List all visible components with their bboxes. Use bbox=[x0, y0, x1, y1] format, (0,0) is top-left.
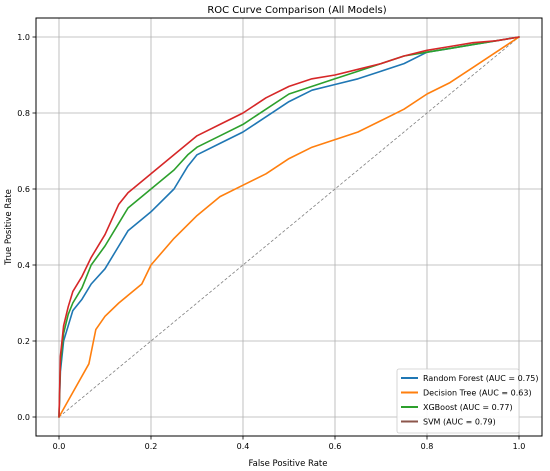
legend-box bbox=[396, 368, 520, 434]
x-axis-label: False Positive Rate bbox=[249, 459, 328, 469]
plot-area-frame bbox=[35, 17, 543, 437]
x-tick-label: 0.2 bbox=[145, 442, 158, 451]
legend: Random Forest (AUC = 0.75) Decision Tree … bbox=[396, 368, 539, 434]
y-tick-label: 1.0 bbox=[17, 33, 30, 42]
legend-label-random-forest: Random Forest (AUC = 0.75) bbox=[423, 374, 539, 383]
x-tick-label: 0.8 bbox=[421, 442, 434, 451]
series-line-decision-tree bbox=[58, 36, 520, 418]
chance-reference-line bbox=[58, 36, 520, 418]
y-axis-label: True Positive Rate bbox=[4, 189, 14, 266]
y-tick-label: 0.6 bbox=[17, 185, 30, 194]
series-layer bbox=[58, 36, 520, 418]
x-tick-label: 0.4 bbox=[237, 442, 250, 451]
x-tick-label: 0.6 bbox=[329, 442, 342, 451]
series-line-random-forest bbox=[58, 36, 520, 418]
legend-label-decision-tree: Decision Tree (AUC = 0.63) bbox=[423, 389, 532, 398]
series-line-svm bbox=[58, 36, 520, 418]
legend-label-svm: SVM (AUC = 0.79) bbox=[423, 418, 496, 427]
y-tick-label: 0.2 bbox=[17, 337, 30, 346]
chart-title: ROC Curve Comparison (All Models) bbox=[207, 5, 386, 16]
x-tick-label: 1.0 bbox=[513, 442, 526, 451]
y-tick-label: 0.4 bbox=[17, 261, 30, 270]
grid bbox=[36, 18, 542, 436]
y-tick-label: 0.8 bbox=[17, 109, 30, 118]
legend-label-xgboost: XGBoost (AUC = 0.77) bbox=[423, 403, 513, 412]
legend-items: Random Forest (AUC = 0.75) Decision Tree … bbox=[401, 374, 539, 427]
x-tick-label: 0.0 bbox=[53, 442, 66, 451]
x-axis-ticks: 0.0 0.2 0.4 0.6 0.8 1.0 bbox=[53, 436, 526, 451]
y-axis-ticks: 0.0 0.2 0.4 0.6 0.8 1.0 bbox=[17, 33, 36, 422]
reference-line-layer bbox=[58, 36, 520, 418]
y-tick-label: 0.0 bbox=[17, 413, 30, 422]
